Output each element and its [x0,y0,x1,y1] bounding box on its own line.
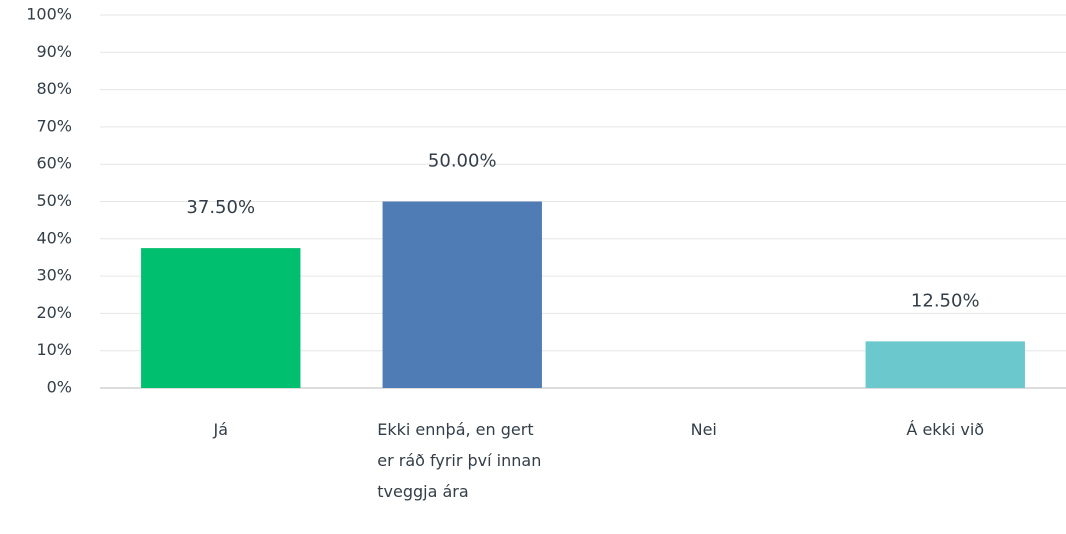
bar [382,201,542,388]
x-tick-text: Nei [690,420,717,439]
x-tick-label: Ekki ennþá, en gert er ráð fyrir því inn… [367,414,557,507]
x-tick-label: Nei [609,414,799,445]
y-tick-label: 20% [36,303,72,322]
bar [141,248,301,388]
y-tick-label: 10% [36,340,72,359]
x-tick-text: Á ekki við [906,420,985,439]
y-tick-label: 100% [26,5,72,24]
y-tick-label: 80% [36,79,72,98]
y-tick-label: 0% [47,378,72,397]
y-tick-label: 50% [36,191,72,210]
y-tick-label: 60% [36,154,72,173]
y-tick-label: 40% [36,228,72,247]
x-tick-text: Já [213,420,229,439]
value-label: 50.00% [428,151,497,172]
y-tick-label: 30% [36,266,72,285]
y-tick-label: 90% [36,42,72,61]
bar [865,341,1025,388]
value-label: 37.50% [186,197,255,218]
x-tick-label: Á ekki við [850,414,1040,445]
x-tick-label: Já [126,414,316,445]
value-label: 12.50% [911,290,980,311]
x-tick-text: Ekki ennþá, en gert er ráð fyrir því inn… [377,420,542,501]
y-tick-label: 70% [36,116,72,135]
